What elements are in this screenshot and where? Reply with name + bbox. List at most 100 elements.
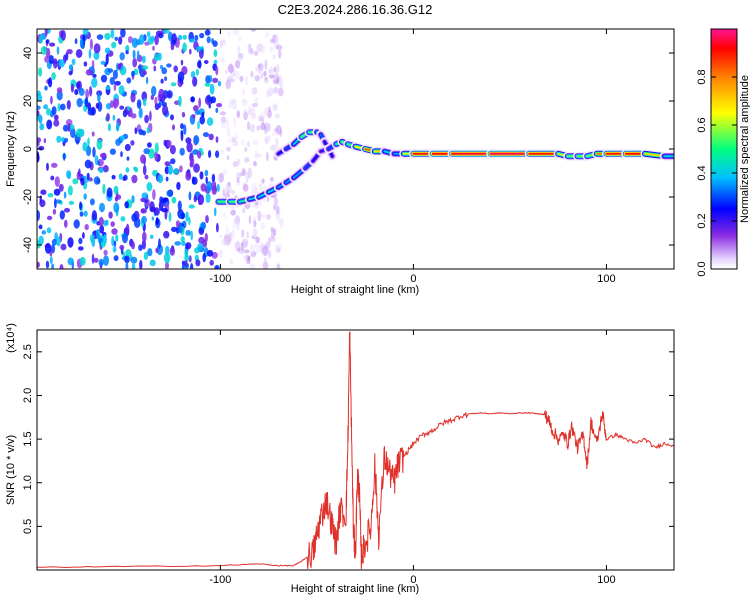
snr-y-multiplier: (x10⁴) [5,323,17,353]
noise-blob [151,216,154,221]
noise-blob [52,58,58,69]
noise-blob [91,77,98,88]
noise-blob [180,212,185,220]
noise-blob [182,42,187,53]
noise-blob [145,201,150,207]
noise-blob [242,183,249,192]
noise-blob [138,63,142,74]
noise-blob [37,210,41,221]
noise-blob [53,119,60,127]
noise-blob [200,221,207,230]
noise-blob [141,215,147,224]
noise-blob [51,106,57,116]
noise-blob [250,29,257,32]
noise-blob [147,248,153,257]
noise-blob [219,234,223,239]
noise-blob [250,70,254,78]
noise-blob [262,261,269,269]
noise-blob [264,59,268,71]
noise-blob [115,122,120,132]
noise-blob [54,114,59,121]
noise-blob [246,140,251,148]
noise-blob [255,236,260,244]
noise-blob [105,85,111,90]
noise-blob [154,151,159,162]
noise-blob [134,167,139,173]
snr-series [37,331,674,570]
noise-blob [168,212,172,222]
noise-blob [70,83,74,93]
noise-blob [267,238,271,249]
noise-blob [64,219,68,228]
noise-blob [104,47,111,54]
noise-blob [58,59,65,68]
noise-blob [112,114,116,121]
noise-blob [171,226,177,232]
noise-blob [115,234,119,242]
noise-blob [122,233,128,244]
noise-blob [217,80,222,87]
noise-blob [56,46,60,55]
noise-blob [63,208,71,213]
noise-blob [208,133,214,141]
noise-blob [62,152,66,161]
noise-blob [205,193,211,203]
figure-title: C2E3.2024.286.16.36.G12 [278,2,433,17]
noise-blob [60,243,67,251]
noise-blob [227,31,231,38]
spectrogram-y-ticks: -40 -20 0 20 40 [22,47,674,253]
noise-blob [230,189,236,195]
noise-blob [142,164,147,176]
noise-blob [76,97,83,108]
noise-blob [248,105,252,115]
snr-x-label: Height of straight line (km) [291,583,419,595]
noise-blob [136,99,142,109]
noise-blob [249,263,256,269]
noise-blob [259,200,263,207]
noise-blob [275,137,279,148]
noise-blob [124,255,130,264]
y-tick-label: 40 [22,47,34,59]
noise-blob [91,210,97,221]
noise-blob [72,178,79,185]
noise-blob [91,253,95,264]
noise-blob [103,255,109,266]
noise-blob [131,174,138,184]
noise-blob [198,199,202,205]
noise-blob [197,243,204,252]
noise-blob [212,40,218,47]
noise-blob [218,249,224,258]
noise-blob [155,30,163,37]
noise-blob [107,68,114,73]
noise-blob [155,247,159,254]
noise-blob [60,30,66,41]
colorbar-tick-label: 0.8 [696,69,708,84]
noise-blob [142,231,147,243]
noise-blob [46,119,53,130]
noise-blob [106,187,113,198]
colorbar-label: Normalized spectral amplitude [739,75,750,223]
noise-blob [125,45,130,52]
noise-blob [157,174,164,184]
noise-blob [44,29,48,37]
noise-blob [215,66,219,76]
noise-blob [131,213,138,222]
noise-blob [252,243,260,254]
noise-blob [165,261,169,269]
noise-blob [154,34,159,46]
noise-blob [39,123,45,131]
noise-blob [179,165,183,173]
noise-blob [245,75,249,86]
noise-blob [151,85,157,97]
noise-blob [109,77,115,85]
snr-frame [36,329,675,571]
noise-blob [272,79,280,85]
noise-blob [113,185,119,195]
noise-blob [237,158,241,165]
noise-blob [178,95,182,107]
noise-blob [169,247,175,256]
noise-blob [86,172,90,181]
noise-blob [204,82,211,87]
noise-blob [174,241,181,246]
